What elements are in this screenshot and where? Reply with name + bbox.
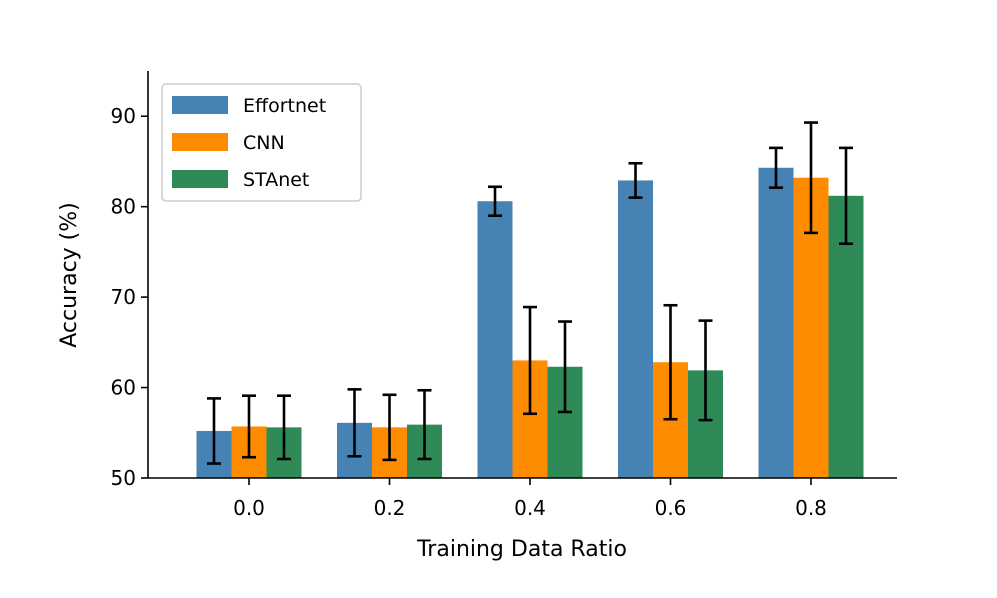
x-tick-label: 0.2 (374, 496, 406, 520)
error-bar-effortnet-0.8 (769, 146, 783, 189)
x-tick-label: 0.8 (795, 496, 827, 520)
error-bar-stanet-0.0 (277, 394, 291, 461)
error-bar-effortnet-0.0 (207, 397, 221, 465)
error-bar-cnn-0.2 (382, 393, 397, 462)
error-bar-cnn-0.4 (523, 305, 537, 416)
error-bar-cnn-0.0 (242, 394, 256, 459)
error-bars-layer (207, 121, 853, 465)
legend-label-effortnet: Effortnet (243, 95, 326, 117)
error-bar-stanet-0.2 (417, 388, 432, 461)
y-tick-label: 60 (111, 376, 136, 400)
error-bar-effortnet-0.2 (347, 388, 362, 458)
bars-layer (196, 167, 864, 479)
bar-effortnet-0.4 (477, 201, 513, 479)
error-bar-effortnet-0.4 (488, 185, 502, 218)
legend-label-cnn: CNN (243, 132, 285, 154)
error-bar-stanet-0.8 (839, 146, 853, 246)
x-ticks: 0.0 0.2 0.4 0.6 0.8 (233, 478, 827, 520)
y-tick-label: 80 (111, 195, 136, 219)
legend-label-stanet: STAnet (243, 169, 309, 191)
legend: Effortnet CNN STAnet (161, 83, 362, 202)
y-tick-label: 90 (111, 104, 136, 128)
legend-swatch-cnn (172, 133, 228, 151)
error-bar-cnn-0.6 (663, 303, 678, 421)
x-tick-label: 0.0 (233, 496, 265, 520)
y-tick-label: 50 (111, 466, 136, 490)
y-tick-label: 70 (111, 285, 136, 309)
error-bar-stanet-0.4 (558, 320, 572, 414)
y-axis-label: Accuracy (%) (57, 202, 82, 348)
error-bar-cnn-0.8 (804, 121, 818, 235)
axes (147, 71, 897, 479)
legend-swatch-stanet (172, 170, 228, 188)
error-bar-effortnet-0.6 (628, 161, 643, 199)
x-axis-label: Training Data Ratio (416, 537, 627, 562)
x-tick-label: 0.4 (514, 496, 546, 520)
bar-effortnet-0.8 (758, 167, 794, 478)
bar-effortnet-0.6 (618, 180, 653, 478)
error-bar-stanet-0.6 (698, 319, 713, 422)
legend-swatch-effortnet (172, 96, 228, 114)
x-tick-label: 0.6 (655, 496, 687, 520)
y-ticks: 50 60 70 80 90 (111, 104, 148, 490)
